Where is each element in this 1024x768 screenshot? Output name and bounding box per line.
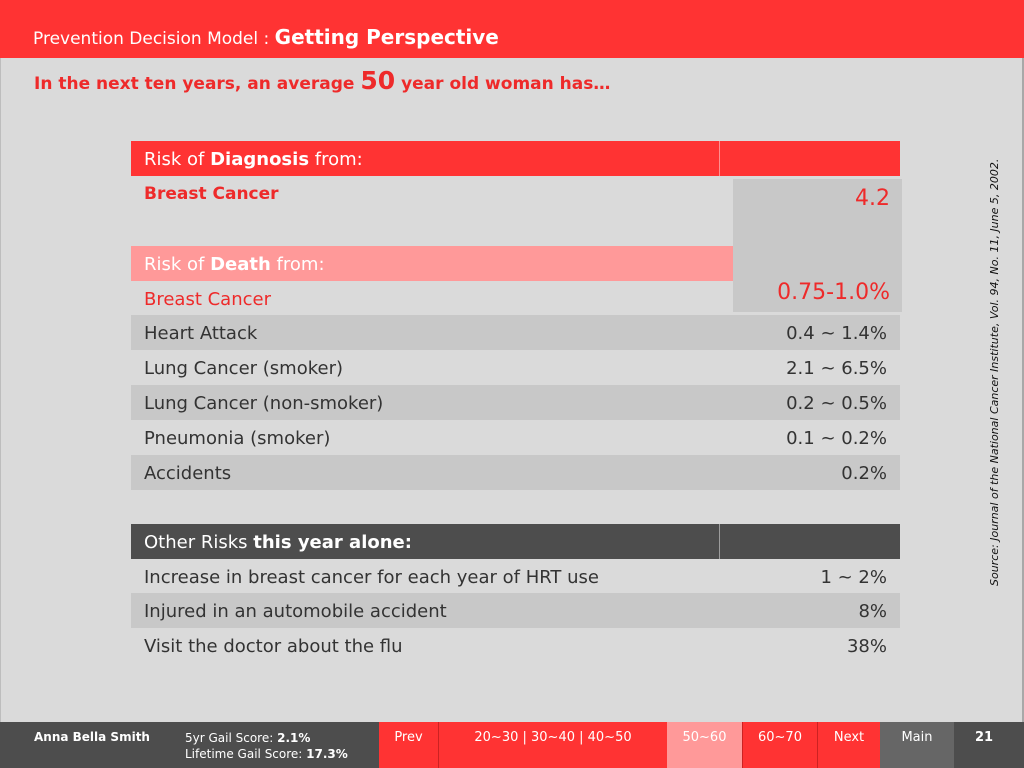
gail5-value: 2.1% — [277, 731, 311, 745]
table-row: Lung Cancer (non-smoker) 0.2 ~ 0.5% — [131, 385, 900, 420]
death-header-post: from: — [270, 254, 325, 275]
title-prefix: Prevention Decision Model : — [33, 29, 275, 49]
other-header-pre: Other Risks — [144, 532, 254, 553]
gail5-label: 5yr Gail Score: — [185, 731, 278, 745]
subtitle-before: In the next ten years, an average — [34, 74, 361, 94]
row-value: 0.2% — [841, 463, 887, 484]
diagnosis-header: Risk of Diagnosis from: — [131, 141, 900, 176]
content-frame — [0, 58, 1024, 722]
gail-scores: 5yr Gail Score: 2.1% Lifetime Gail Score… — [185, 730, 348, 762]
age-range-current[interactable]: 50~60 — [667, 722, 742, 768]
diagnosis-row: Breast Cancer — [131, 176, 731, 246]
diagnosis-header-post: from: — [309, 149, 363, 170]
row-value: 38% — [846, 636, 887, 657]
title-main: Getting Perspective — [274, 25, 499, 49]
lifetime-label: Lifetime Gail Score: — [185, 747, 307, 761]
row-label: Accidents — [144, 463, 232, 484]
patient-name: Anna Bella Smith — [34, 730, 150, 744]
lifetime-value: 17.3% — [306, 747, 348, 761]
diagnosis-value: 4.2 — [855, 186, 890, 211]
death-header-pre: Risk of — [144, 254, 211, 275]
row-label: Increase in breast cancer for each year … — [144, 567, 600, 588]
row-label: Pneumonia (smoker) — [144, 428, 331, 449]
row-label: Visit the doctor about the flu — [144, 636, 403, 657]
death-highlight-row: Breast Cancer — [131, 281, 733, 316]
main-button[interactable]: Main — [880, 722, 954, 768]
header-divider — [719, 524, 720, 559]
diagnosis-label: Breast Cancer — [144, 184, 279, 204]
diagnosis-header-pre: Risk of — [144, 149, 211, 170]
death-header: Risk of Death from: — [131, 246, 733, 281]
highlight-box — [733, 179, 902, 312]
table-row: Pneumonia (smoker) 0.1 ~ 0.2% — [131, 420, 900, 455]
table-row: Lung Cancer (smoker) 2.1 ~ 6.5% — [131, 350, 900, 385]
other-risks-header: Other Risks this year alone: — [131, 524, 900, 559]
header-divider — [719, 141, 720, 176]
next-button[interactable]: Next — [817, 722, 880, 768]
death-header-bold: Death — [210, 254, 271, 275]
row-label: Injured in an automobile accident — [144, 601, 447, 622]
footer-bar: Anna Bella Smith 5yr Gail Score: 2.1% Li… — [0, 722, 1024, 768]
page-title: Prevention Decision Model : Getting Pers… — [33, 25, 499, 49]
row-label: Lung Cancer (smoker) — [144, 358, 344, 379]
table-row: Injured in an automobile accident 8% — [131, 593, 900, 628]
row-label: Heart Attack — [144, 323, 258, 344]
source-citation: Source: Journal of the National Cancer I… — [988, 158, 1001, 586]
row-value: 0.1 ~ 0.2% — [786, 428, 887, 449]
prev-button[interactable]: Prev — [379, 722, 438, 768]
other-header-bold: this year alone: — [253, 532, 412, 553]
header-bar: Prevention Decision Model : Getting Pers… — [0, 0, 1024, 58]
page-number: 21 — [974, 730, 994, 745]
subtitle-age: 50 — [360, 66, 396, 95]
subtitle-after: year old woman has… — [395, 74, 611, 94]
death-highlight-label: Breast Cancer — [144, 289, 271, 310]
age-range-links[interactable]: 20~30 | 30~40 | 40~50 — [438, 722, 667, 768]
age-range-60-70[interactable]: 60~70 — [742, 722, 817, 768]
death-highlight-value: 0.75-1.0% — [777, 280, 890, 305]
row-value: 0.2 ~ 0.5% — [786, 393, 887, 414]
row-label: Lung Cancer (non-smoker) — [144, 393, 384, 414]
row-value: 1 ~ 2% — [820, 567, 887, 588]
row-value: 0.4 ~ 1.4% — [786, 323, 887, 344]
table-row: Visit the doctor about the flu 38% — [131, 628, 900, 663]
table-row: Heart Attack 0.4 ~ 1.4% — [131, 315, 900, 350]
subtitle: In the next ten years, an average 50 yea… — [34, 66, 610, 95]
row-value: 8% — [858, 601, 887, 622]
row-value: 2.1 ~ 6.5% — [786, 358, 887, 379]
table-row: Accidents 0.2% — [131, 455, 900, 490]
diagnosis-header-bold: Diagnosis — [210, 149, 310, 170]
table-row: Increase in breast cancer for each year … — [131, 559, 900, 594]
